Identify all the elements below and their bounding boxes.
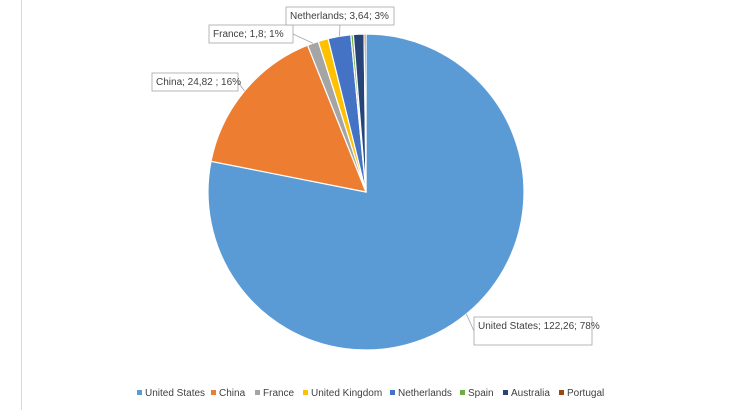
- callout-leader-lines: [237, 24, 475, 332]
- legend-item-netherlands: Netherlands: [390, 388, 452, 399]
- leader-line-france: [292, 33, 314, 44]
- legend-swatch-france: [255, 390, 260, 395]
- data-label-netherlands: Netherlands; 3,64; 3%: [290, 11, 389, 22]
- legend-item-china: China: [211, 388, 246, 399]
- legend: United States China France United Kingdom Ne…: [137, 388, 604, 399]
- data-label-united-states: United States; 122,26; 78%: [478, 321, 600, 332]
- legend-label-united-kingdom: United Kingdom: [311, 388, 382, 399]
- legend-swatch-spain: [460, 390, 465, 395]
- data-label-france: France; 1,8; 1%: [213, 29, 284, 40]
- legend-label-spain: Spain: [468, 388, 494, 399]
- pie-slice-portugal: [363, 33, 367, 193]
- legend-item-france: France: [255, 388, 295, 399]
- legend-item-united-states: United States: [137, 388, 205, 399]
- legend-item-united-kingdom: United Kingdom: [303, 388, 382, 399]
- data-label-box-netherlands: [285, 6, 395, 26]
- data-label-callouts: United States; 122,26; 78% China; 24,82 ;…: [151, 6, 600, 346]
- legend-item-spain: Spain: [460, 388, 494, 399]
- legend-swatch-netherlands: [390, 390, 395, 395]
- leader-line-netherlands: [339, 24, 341, 37]
- leader-line-united-states: [465, 313, 475, 332]
- legend-item-australia: Australia: [503, 388, 550, 399]
- legend-swatch-australia: [503, 390, 508, 395]
- legend-swatch-united-kingdom: [303, 390, 308, 395]
- legend-item-portugal: Portugal: [559, 388, 604, 399]
- legend-label-france: France: [263, 388, 295, 399]
- legend-swatch-portugal: [559, 390, 564, 395]
- data-label-box-china: [151, 72, 239, 92]
- legend-swatch-united-states: [137, 390, 142, 395]
- legend-label-australia: Australia: [511, 388, 550, 399]
- data-label-china: China; 24,82 ; 16%: [156, 77, 241, 88]
- leader-line-china: [237, 81, 245, 92]
- data-label-box-united-states: [473, 316, 593, 346]
- data-label-box-france: [208, 24, 294, 44]
- legend-label-portugal: Portugal: [567, 388, 604, 399]
- chart-area-border: [21, 0, 22, 410]
- legend-label-united-states: United States: [145, 388, 205, 399]
- legend-label-netherlands: Netherlands: [398, 388, 452, 399]
- legend-swatch-china: [211, 390, 216, 395]
- pie-slices: [207, 33, 525, 351]
- legend-label-china: China: [219, 388, 246, 399]
